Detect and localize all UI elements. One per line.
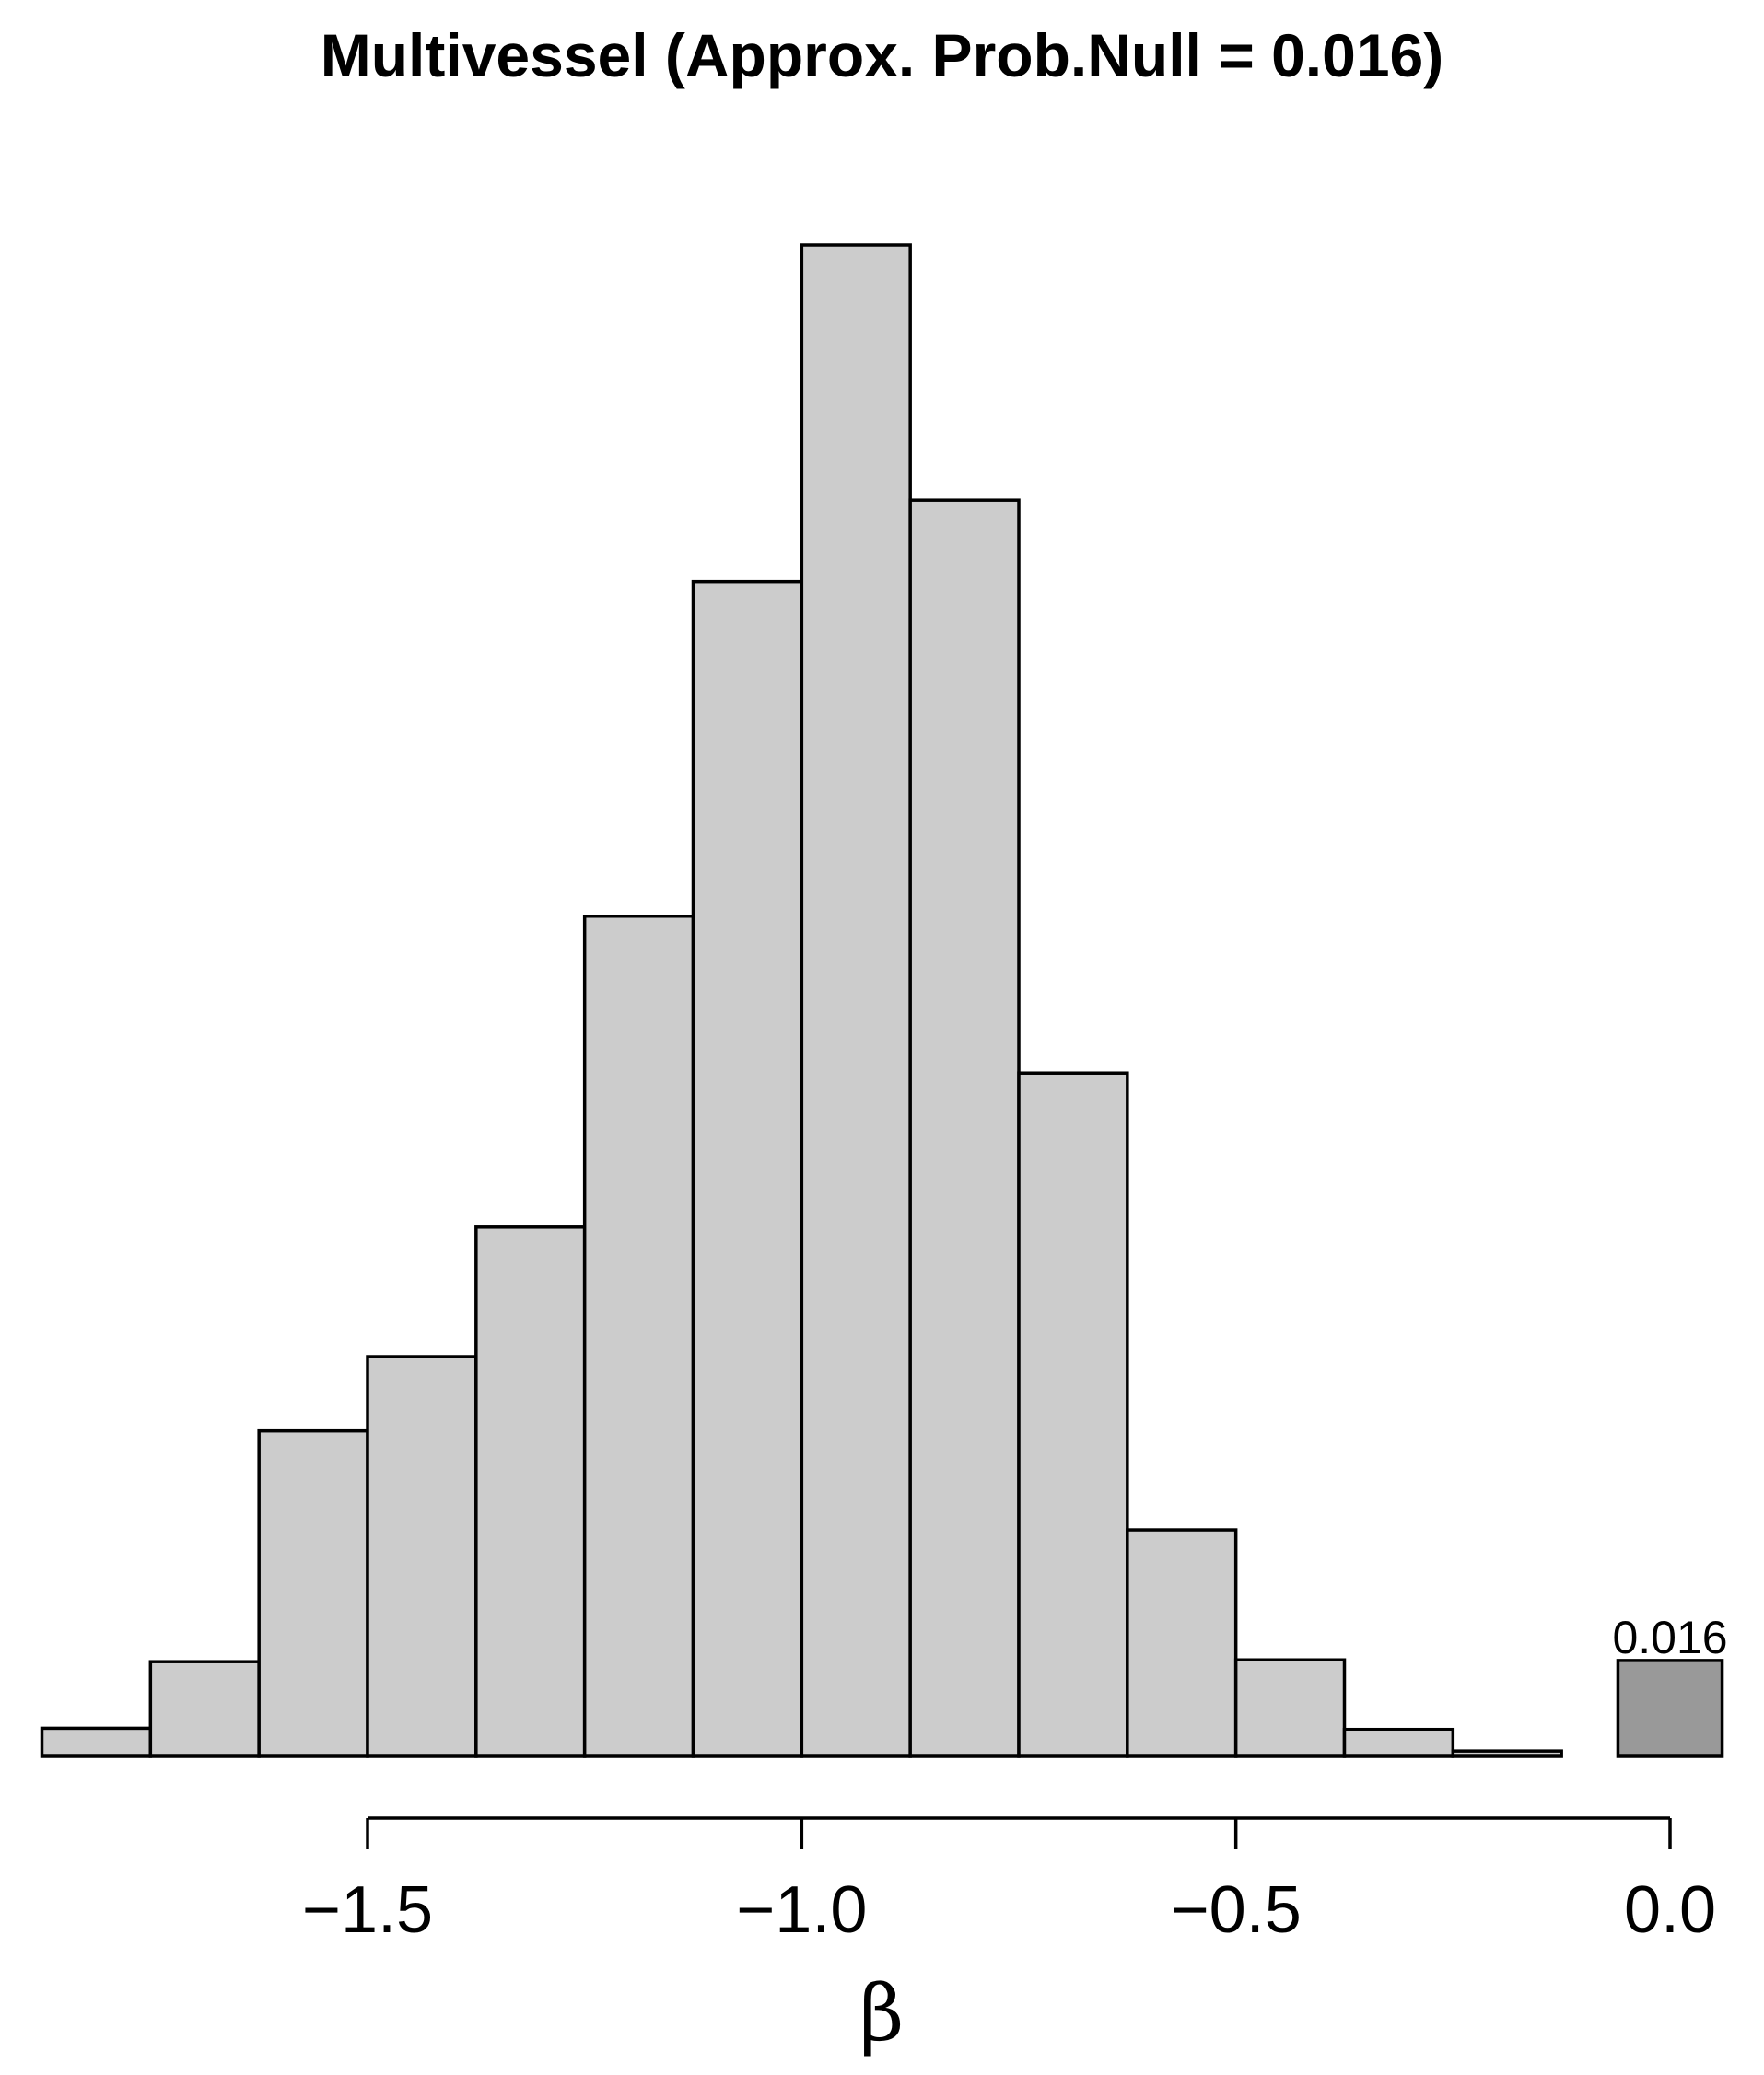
null-probability-bar (1616, 1659, 1724, 1758)
histogram-bar-7 (800, 243, 912, 1758)
null-probability-label: 0.016 (1612, 1612, 1727, 1663)
histogram-bar-9 (1017, 1071, 1129, 1758)
histogram-bar-2 (257, 1428, 369, 1758)
histogram-bar-10 (1126, 1528, 1238, 1758)
histogram-bar-3 (366, 1355, 478, 1758)
x-tick-label-1: −1.0 (736, 1873, 867, 1947)
histogram-bar-6 (691, 579, 804, 1758)
x-tick-label-3: 0.0 (1624, 1873, 1716, 1947)
histogram-bars (40, 243, 1563, 1758)
histogram-bar-5 (582, 915, 695, 1758)
histogram-bar-12 (1342, 1727, 1455, 1758)
histogram-bar-1 (148, 1660, 261, 1758)
chart-title: Multivessel (Approx. Prob.Null = 0.016) (320, 21, 1444, 89)
histogram-bar-0 (40, 1726, 153, 1758)
x-tick-label-2: −0.5 (1171, 1873, 1302, 1947)
x-tick-label-0: −1.5 (302, 1873, 433, 1947)
histogram-bar-8 (908, 498, 1021, 1758)
histogram-bar-4 (474, 1225, 587, 1758)
histogram-bar-13 (1451, 1749, 1563, 1758)
histogram-bar-11 (1233, 1658, 1347, 1758)
x-axis: −1.5 −1.0 −0.5 0.0 (302, 1816, 1716, 1947)
null-bar-group: 0.016 (1612, 1612, 1728, 1758)
x-axis-label: β (859, 1968, 905, 2058)
